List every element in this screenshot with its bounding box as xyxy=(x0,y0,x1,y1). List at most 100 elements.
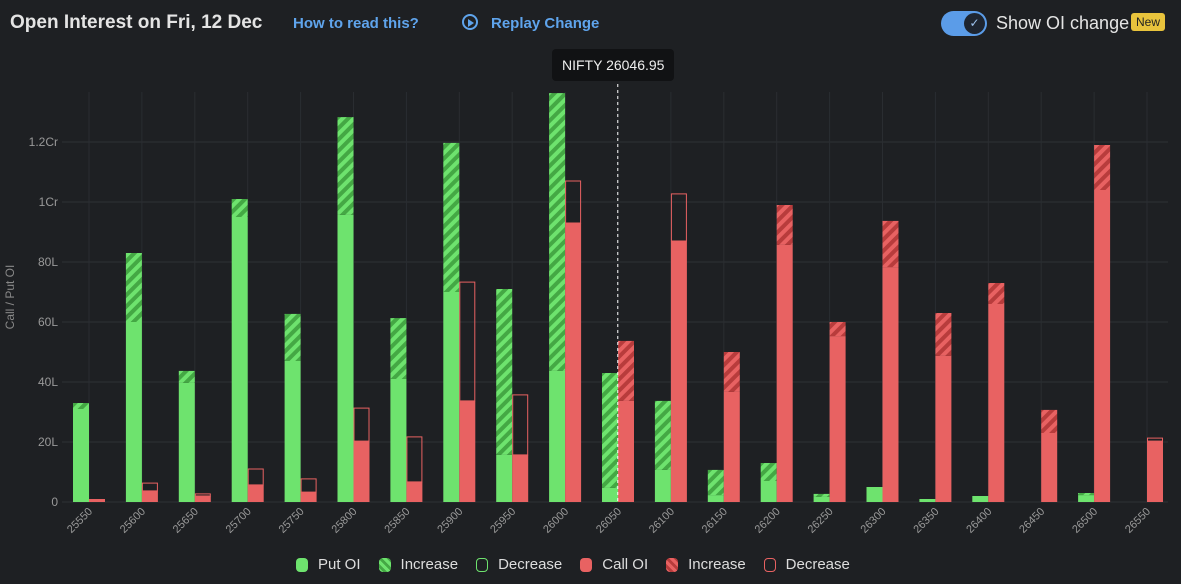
call-oi-bar xyxy=(512,454,529,502)
put-oi-increase-bar xyxy=(443,142,460,292)
call-oi-bar xyxy=(300,492,317,502)
call-oi-bar xyxy=(776,244,793,502)
put-oi-bar xyxy=(1078,495,1095,502)
call-oi-increase-bar xyxy=(776,205,793,245)
call-oi-bar xyxy=(459,400,476,502)
call-oi-bar xyxy=(935,355,952,502)
call-oi-decrease-bar xyxy=(406,436,423,483)
y-tick-label: 80L xyxy=(38,255,58,269)
put-oi-bar xyxy=(549,370,566,502)
put-oi-increase-bar xyxy=(231,199,248,217)
call-oi-bar xyxy=(829,336,846,502)
x-tick-label: 26450 xyxy=(1017,506,1047,536)
legend-label: Decrease xyxy=(785,556,850,573)
legend-call-decrease[interactable]: Decrease xyxy=(763,556,850,573)
call-oi-increase-bar xyxy=(829,322,846,337)
legend-put-decrease[interactable]: Decrease xyxy=(476,556,562,573)
call-oi-increase-bar xyxy=(1041,409,1058,433)
legend-label: Increase xyxy=(400,556,459,573)
check-icon: ✓ xyxy=(964,13,985,34)
call-oi-decrease-bar xyxy=(194,493,211,497)
x-tick-label: 25950 xyxy=(488,506,518,536)
call-oi-bar xyxy=(89,499,105,502)
call-oi-decrease-bar xyxy=(247,468,264,486)
call-oi-bar xyxy=(1041,433,1058,502)
legend-put-oi[interactable]: Put OI xyxy=(296,556,361,573)
legend-call-increase[interactable]: Increase xyxy=(666,556,746,573)
call-oi-bar xyxy=(1094,190,1111,502)
y-tick-label: 0 xyxy=(51,495,58,509)
x-tick-label: 26000 xyxy=(541,506,571,536)
legend-label: Increase xyxy=(688,556,746,573)
call-oi-decrease-bar xyxy=(141,482,158,492)
call-oi-increase-bar xyxy=(723,352,740,392)
call-oi-bar xyxy=(141,490,158,502)
call-oi-increase-bar xyxy=(618,340,634,401)
put-oi-bar xyxy=(707,495,724,502)
put-oi-bar xyxy=(337,214,354,502)
toggle-label: Show OI change xyxy=(996,13,1130,33)
legend-label: Decrease xyxy=(498,556,563,573)
put-oi-bar xyxy=(231,217,248,502)
legend-put-increase[interactable]: Increase xyxy=(378,556,459,573)
call-oi-bar xyxy=(406,481,423,502)
legend-label: Call OI xyxy=(602,556,649,573)
x-tick-label: 26550 xyxy=(1123,506,1153,536)
y-tick-label: 40L xyxy=(38,375,58,389)
x-tick-label: 26100 xyxy=(647,506,677,536)
put-oi-increase-bar xyxy=(284,313,301,361)
call-oi-bar xyxy=(988,304,1005,502)
put-oi-bar xyxy=(125,322,142,502)
x-tick-label: 26250 xyxy=(806,506,836,536)
x-tick-label: 25600 xyxy=(118,506,148,536)
show-oi-change-toggle[interactable]: ✓ xyxy=(941,11,987,36)
put-oi-bar xyxy=(813,496,830,502)
put-oi-bar xyxy=(760,481,777,502)
put-oi-increase-bar xyxy=(125,253,142,322)
y-tick-label: 20L xyxy=(38,435,58,449)
legend: Put OI Increase Decrease Call OI Increas… xyxy=(296,556,850,573)
call-oi-increase-bar xyxy=(882,220,899,268)
x-tick-label: 26400 xyxy=(964,506,994,536)
put-oi-increase-bar xyxy=(602,373,618,488)
put-oi-bar xyxy=(866,487,883,502)
put-oi-bar xyxy=(972,496,989,502)
put-oi-bar xyxy=(919,499,936,502)
call-oi-decrease-bar xyxy=(459,281,476,402)
play-circle-icon[interactable] xyxy=(462,14,478,30)
put-oi-bar xyxy=(73,409,89,502)
put-oi-bar xyxy=(284,361,301,502)
put-oi-increase-bar xyxy=(813,493,830,497)
put-oi-increase-bar xyxy=(178,370,195,383)
call-oi-bar xyxy=(723,391,740,502)
legend-label: Put OI xyxy=(318,556,361,573)
replay-change-button[interactable]: Replay Change xyxy=(491,15,600,32)
call-oi-increase-bar xyxy=(935,313,952,356)
legend-call-oi[interactable]: Call OI xyxy=(580,556,648,573)
x-tick-label: 25700 xyxy=(224,506,254,536)
call-oi-bar xyxy=(1147,441,1163,502)
x-tick-label: 25750 xyxy=(277,506,307,536)
y-tick-label: 1Cr xyxy=(39,195,58,209)
call-oi-bar xyxy=(618,400,634,502)
put-oi-bar xyxy=(178,382,195,502)
call-oi-decrease-bar xyxy=(512,394,529,456)
put-oi-increase-bar xyxy=(496,289,513,455)
x-tick-label: 25650 xyxy=(171,506,201,536)
call-oi-decrease-bar xyxy=(670,193,687,242)
put-oi-increase-bar xyxy=(1078,493,1095,496)
put-oi-increase-bar xyxy=(337,117,354,215)
put-oi-bar xyxy=(602,487,618,502)
put-oi-increase-bar xyxy=(549,93,566,371)
call-oi-decrease-bar xyxy=(300,478,317,493)
put-oi-increase-bar xyxy=(654,400,671,470)
put-oi-increase-bar xyxy=(73,403,89,409)
call-oi-bar xyxy=(670,241,687,502)
put-oi-bar xyxy=(654,469,671,502)
y-tick-label: 1.2Cr xyxy=(29,135,58,149)
call-oi-bar xyxy=(565,223,582,502)
call-oi-bar xyxy=(353,441,370,502)
spot-tooltip: NIFTY 26046.95 xyxy=(552,49,675,81)
how-to-read-link[interactable]: How to read this? xyxy=(293,15,419,32)
